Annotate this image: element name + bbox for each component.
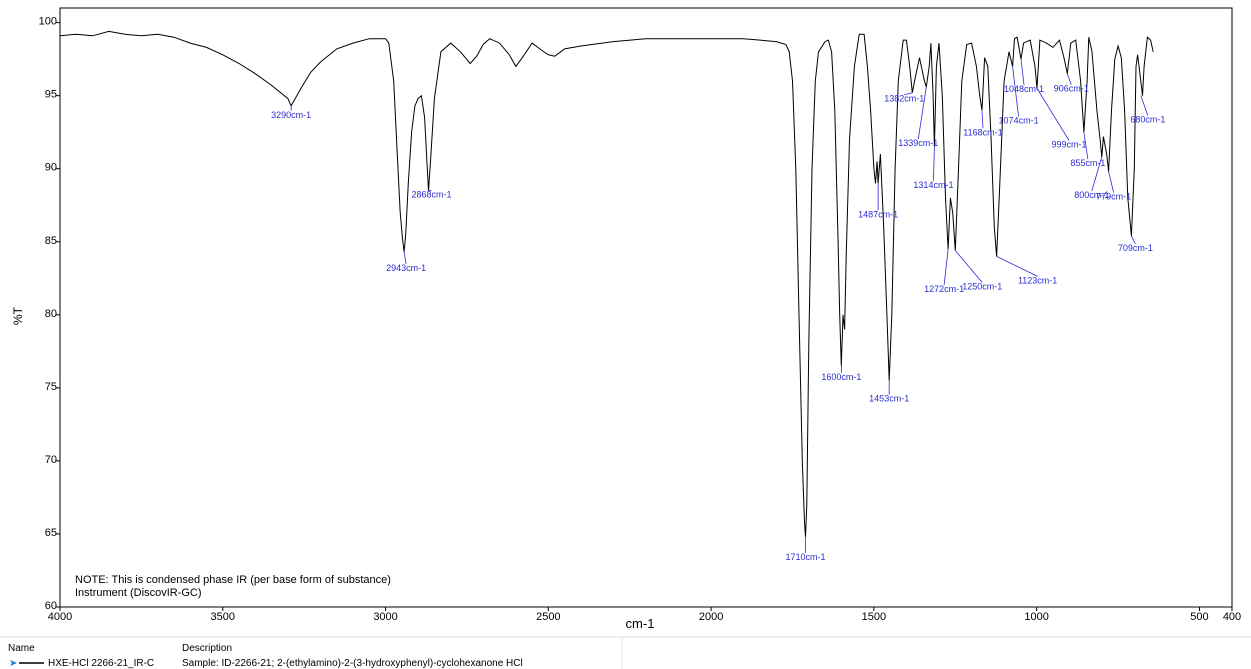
y-tick-label: 100 — [39, 16, 57, 28]
peak-label: 999cm-1 — [1051, 139, 1086, 149]
x-tick-label: 2000 — [699, 611, 723, 623]
x-tick-label: 3000 — [373, 611, 397, 623]
peak-connector — [917, 86, 927, 139]
peak-connector — [996, 256, 1038, 277]
x-tick-label: 500 — [1190, 611, 1208, 623]
y-tick-label: 85 — [45, 235, 57, 247]
peak-connector — [1036, 88, 1070, 141]
peak-label: 709cm-1 — [1118, 243, 1153, 253]
peak-connector — [1012, 66, 1019, 117]
peak-connector — [943, 249, 949, 286]
selection-arrow[interactable] — [10, 660, 17, 666]
y-tick-label: 60 — [45, 600, 57, 612]
note: NOTE: This is condensed phase IR (per ba… — [75, 574, 391, 586]
peak-label: 2868cm-1 — [412, 190, 452, 200]
peak-connector — [954, 250, 983, 283]
peak-connector — [933, 146, 935, 181]
y-tick-label: 80 — [45, 308, 57, 320]
peak-label: 1168cm-1 — [963, 127, 1002, 137]
spectrum-line — [59, 30, 1154, 537]
table-cell: Sample: ID-2266-21; 2-(ethylamino)-2-(3-… — [182, 658, 523, 669]
peak-label: 1250cm-1 — [962, 282, 1002, 292]
peak-label: 800cm-1 — [1074, 190, 1109, 200]
peak-connector — [904, 92, 913, 96]
peak-label: 3290cm-1 — [271, 110, 311, 120]
y-axis-label: %T — [11, 306, 25, 325]
peak-connector — [1091, 156, 1103, 192]
peak-label: 1710cm-1 — [786, 552, 826, 562]
y-tick-label: 90 — [45, 162, 57, 174]
peak-connector — [1131, 235, 1136, 245]
peak-label: 1382cm-1 — [884, 94, 924, 104]
peak-label: 1339cm-1 — [898, 138, 938, 148]
y-tick-label: 70 — [45, 454, 57, 466]
y-tick-label: 75 — [45, 381, 57, 393]
peak-connector — [1108, 171, 1115, 193]
peak-connector — [1140, 95, 1149, 116]
x-tick-label: 3500 — [211, 611, 235, 623]
table-header: Name — [8, 643, 35, 654]
x-tick-label: 400 — [1223, 611, 1241, 623]
peak-label: 855cm-1 — [1070, 158, 1105, 168]
peak-label: 2943cm-1 — [386, 263, 426, 273]
peak-label: 1487cm-1 — [858, 209, 898, 219]
peak-label: 1123cm-1 — [1018, 275, 1057, 285]
peak-connector — [1066, 73, 1072, 85]
x-tick-label: 1500 — [862, 611, 886, 623]
peak-connector — [1083, 132, 1089, 160]
table-cell[interactable]: HXE-HCl 2266-21_IR-C — [48, 658, 154, 669]
x-tick-label: 2500 — [536, 611, 560, 623]
x-tick-label: 1000 — [1024, 611, 1048, 623]
plot-frame — [59, 7, 1233, 608]
x-axis-label: cm-1 — [626, 616, 655, 631]
peak-connector — [403, 251, 407, 265]
peak-connector — [981, 110, 984, 129]
peak-label: 1048cm-1 — [1004, 84, 1044, 94]
peak-connector — [1020, 59, 1025, 86]
note: Instrument (DiscovIR-GC) — [75, 587, 202, 599]
peak-label: 1074cm-1 — [999, 115, 1039, 125]
peak-label: 1453cm-1 — [869, 394, 909, 404]
table-header: Description — [182, 643, 232, 654]
peak-label: 680cm-1 — [1130, 115, 1165, 125]
y-tick-label: 95 — [45, 89, 57, 101]
peak-label: 1314cm-1 — [913, 180, 953, 190]
x-tick-label: 4000 — [48, 611, 72, 623]
peak-label: 779cm-1 — [1096, 192, 1131, 202]
peak-label: 1600cm-1 — [821, 372, 861, 382]
peak-label: 906cm-1 — [1054, 84, 1089, 94]
peak-label: 1272cm-1 — [924, 284, 964, 294]
y-tick-label: 65 — [45, 527, 57, 539]
